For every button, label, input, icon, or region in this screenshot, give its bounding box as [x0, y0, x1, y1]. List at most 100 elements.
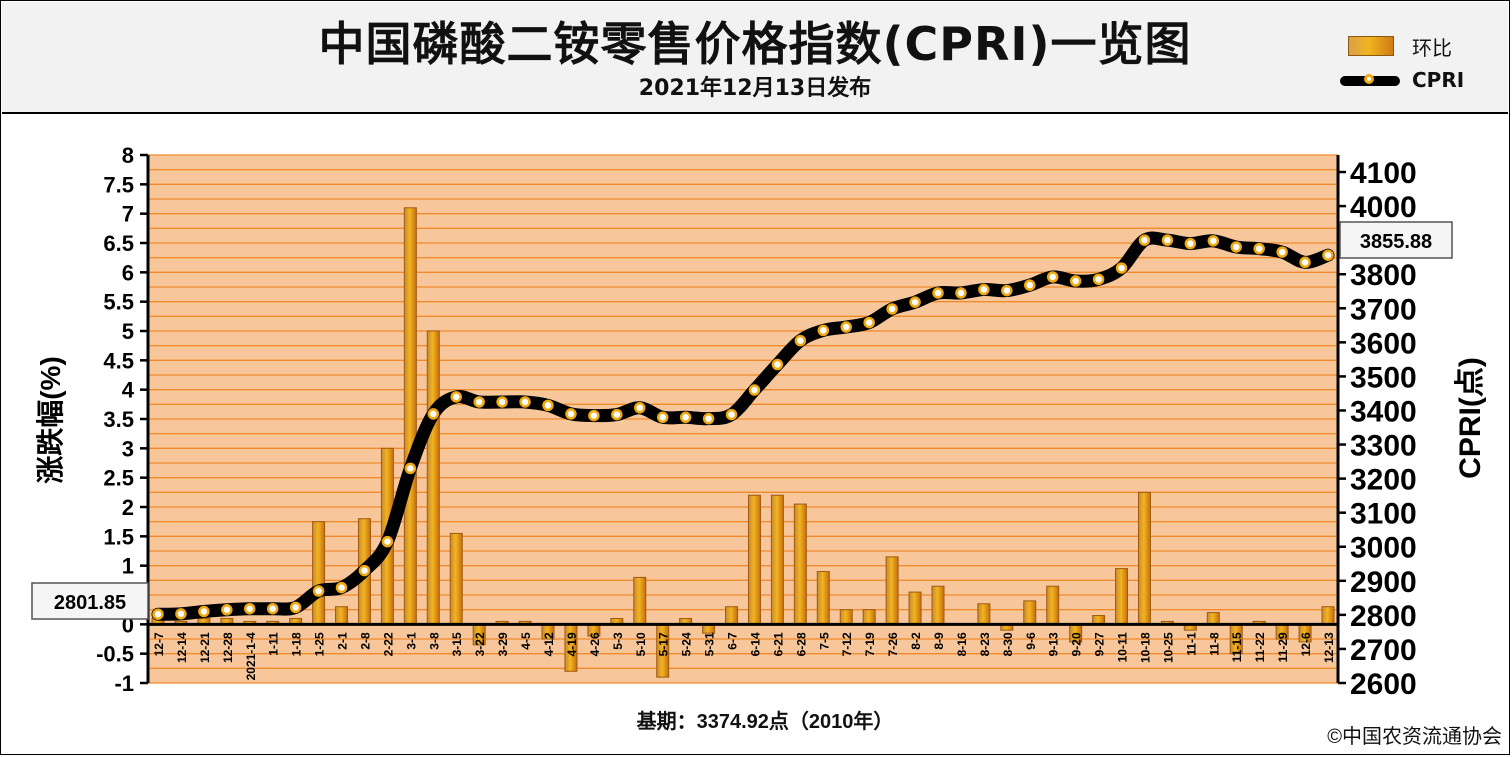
- x-tick-label: 1-25: [313, 632, 327, 656]
- right-tick-label: 3600: [1350, 327, 1417, 360]
- left-tick-label: 1.5: [103, 524, 134, 549]
- bar-1-25: [312, 521, 326, 625]
- right-tick-label: 3300: [1350, 430, 1417, 463]
- x-tick-label: 6-28: [794, 632, 808, 656]
- x-tick-label: 9-27: [1093, 632, 1107, 656]
- legend: 环比 CPRI: [1340, 32, 1490, 102]
- right-tick-label: 3200: [1350, 464, 1417, 497]
- left-tick-label: -1: [114, 671, 134, 696]
- right-tick-label: 3500: [1350, 361, 1417, 394]
- cpri-point-2-1: [335, 581, 348, 594]
- right-tick-label: 3100: [1350, 498, 1417, 531]
- cpri-point-7-12: [840, 321, 852, 333]
- x-tick-label: 4-26: [588, 632, 602, 656]
- right-tick-label: 2900: [1350, 566, 1417, 599]
- left-tick-label: 7.5: [103, 172, 134, 197]
- left-tick-label: 5.5: [103, 290, 134, 315]
- x-tick-label: 10-18: [1138, 632, 1152, 663]
- cpri-point-12-6: [1299, 256, 1311, 269]
- bar-8-23: [977, 603, 991, 625]
- x-tick-label: 12-28: [221, 632, 235, 663]
- x-tick-label: 6-21: [771, 632, 785, 656]
- cpri-point-9-20: [1069, 275, 1082, 287]
- x-tick-label: 10-25: [1161, 632, 1175, 663]
- cpri-point-12-7: [152, 608, 164, 620]
- x-tick-label: 2021-1-4: [244, 632, 258, 680]
- cpri-point-8-9: [932, 287, 944, 299]
- base-period-note: 基期：3374.92点（2010年）: [637, 709, 894, 733]
- x-tick-label: 2-8: [358, 632, 372, 650]
- cpri-point-7-26: [886, 303, 898, 315]
- x-tick-label: 9-6: [1024, 632, 1038, 650]
- cpri-line: [151, 231, 1335, 621]
- left-tick-label: 1: [122, 554, 134, 579]
- end-callout-box: [1339, 221, 1453, 259]
- x-tick-label: 4-12: [542, 632, 556, 656]
- x-tick-label: 3-15: [450, 632, 464, 656]
- cpri-point-3-15: [450, 391, 462, 403]
- x-tick-label: 6-7: [726, 632, 740, 650]
- x-tick-label: 7-12: [840, 632, 854, 656]
- cpri-point-5-10: [634, 402, 646, 414]
- left-tick-label: 2.5: [103, 466, 134, 491]
- cpri-point-6-28: [794, 334, 807, 347]
- cpri-point-1-11: [266, 602, 279, 615]
- x-tick-label: 12-6: [1299, 632, 1313, 656]
- bar-10-11: [1115, 568, 1129, 625]
- left-tick-label: 4: [122, 378, 135, 403]
- x-tick-label: 5-31: [703, 632, 717, 656]
- cpri-point-4-26: [588, 409, 600, 422]
- x-tick-label: 7-19: [863, 632, 877, 656]
- cpri-point-7-5: [817, 324, 830, 337]
- left-tick-label: 4.5: [103, 348, 134, 373]
- chart-header: 中国磷酸二铵零售价格指数(CPRI)一览图 2021年12月13日发布 环比 C…: [2, 2, 1508, 114]
- cpri-point-2-8: [358, 564, 371, 577]
- x-tick-label: 11-15: [1230, 632, 1244, 662]
- start-callout-box: [31, 582, 149, 620]
- bar-7-12: [839, 609, 853, 625]
- legend-item-line: CPRI: [1340, 68, 1490, 94]
- left-tick-label: 6.5: [103, 231, 134, 256]
- bar-7-5: [816, 571, 830, 625]
- right-tick-label: 3800: [1350, 259, 1417, 292]
- x-tick-label: 8-16: [955, 632, 969, 656]
- cpri-point-7-19: [863, 316, 875, 329]
- cpri-point-3-8: [427, 408, 440, 420]
- x-tick-labels: 12-7 12-14 12-21 12-28 2021-1-4 1-11 1-18 1-25 2…: [152, 632, 1336, 680]
- x-tick-label: 5-3: [611, 632, 625, 650]
- bar-12-13: [1321, 606, 1335, 625]
- bar-6-21: [770, 494, 784, 625]
- bar-8-9: [931, 585, 945, 625]
- cpri-point-12-13: [1322, 249, 1334, 261]
- cpri-point-5-31: [702, 412, 715, 425]
- copyright-note: ©中国农资流通协会: [1327, 725, 1502, 748]
- x-tick-label: 5-17: [657, 632, 671, 656]
- left-tick-label: 6: [122, 260, 134, 285]
- bar-3-15: [449, 532, 463, 625]
- bar-3-1: [403, 207, 417, 625]
- start-callout-text: 2801.85: [54, 592, 126, 614]
- x-tick-label: 12-7: [152, 632, 166, 656]
- cpri-point-12-14: [175, 608, 187, 620]
- end-value-callout: 3855.88: [1339, 221, 1453, 259]
- bar-5-10: [633, 576, 647, 625]
- left-tick-label: 8: [122, 143, 134, 168]
- start-value-callout: 2801.85: [31, 582, 149, 620]
- x-tick-label: 8-9: [932, 632, 946, 650]
- x-tick-label: 8-30: [1001, 632, 1015, 656]
- cpri-point-8-2: [909, 296, 921, 308]
- cpri-point-11-8: [1207, 235, 1220, 247]
- end-callout-text: 3855.88: [1360, 231, 1432, 253]
- x-tick-label: 10-11: [1116, 632, 1130, 662]
- x-tick-label: 2-22: [381, 632, 395, 656]
- bar-8-2: [908, 591, 922, 625]
- x-tick-label: 8-23: [978, 632, 992, 656]
- left-tick-labels: 87.576.565.554.543.532.521.510.50-0.5-1: [96, 143, 148, 696]
- bar-6-14: [747, 494, 761, 625]
- x-tick-label: 2-1: [336, 632, 350, 650]
- right-tick-label: 2600: [1350, 668, 1417, 701]
- left-tick-label: 3: [122, 436, 134, 461]
- legend-dot-swatch: [1364, 74, 1374, 84]
- bar-6-7: [725, 606, 739, 625]
